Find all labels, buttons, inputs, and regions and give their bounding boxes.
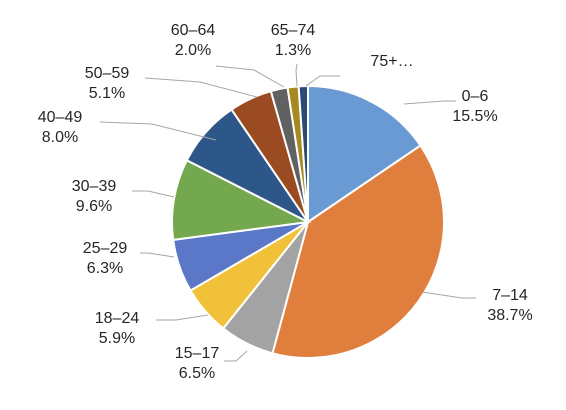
- slice-percent-label: 15.5%: [452, 108, 497, 125]
- slice-percent-label: 1.3%: [275, 42, 311, 59]
- slice-category-label: 15–17: [175, 345, 220, 362]
- slice-category-label: 60–64: [171, 22, 216, 39]
- slice-percent-label: 6.5%: [179, 365, 215, 382]
- slice-percent-label: 5.1%: [89, 85, 125, 102]
- slice-percent-label: 2.0%: [175, 42, 211, 59]
- slice-category-label: 0–6: [462, 88, 489, 105]
- slice-category-label: 7–14: [492, 287, 528, 304]
- leader-line-7-14: [421, 291, 476, 299]
- leader-lines: [99, 63, 476, 362]
- leader-line-60-64: [215, 65, 285, 88]
- leader-line-65-74: [295, 63, 298, 87]
- slice-category-label: 18–24: [95, 310, 140, 327]
- slice-percent-label: 6.3%: [87, 260, 123, 277]
- slice-category-label: 30–39: [72, 178, 117, 195]
- slice-percent-label: 8.0%: [42, 129, 78, 146]
- leader-line-15-17: [224, 350, 248, 362]
- slice-percent-label: 38.7%: [487, 307, 532, 324]
- leader-line-50-59: [144, 77, 258, 98]
- pie-slice-0-6: [307, 84, 422, 224]
- leader-line-30-39: [132, 190, 175, 198]
- pie-slice-30-39: [171, 158, 312, 242]
- pie-slice-75plus: [297, 84, 309, 223]
- slice-category-label: 25–29: [83, 240, 128, 257]
- pie-slice-7-14: [271, 144, 445, 359]
- leader-line-75plus: [305, 75, 340, 87]
- slice-category-label: 40–49: [38, 109, 83, 126]
- slice-category-label: 75+…: [370, 53, 413, 70]
- slice-category-label: 50–59: [85, 65, 130, 82]
- slice-percent-label: 9.6%: [76, 198, 112, 215]
- slice-category-label: 65–74: [271, 22, 316, 39]
- slice-labels: 0–6 15.5% 7–14 38.7% 15–17 6.5% 18–24 5.9% 25–29…: [38, 22, 533, 382]
- slice-percent-label: 5.9%: [99, 330, 135, 347]
- leader-line-25-29: [140, 252, 175, 258]
- leader-line-18-24: [156, 314, 209, 321]
- pie-slices: [171, 84, 445, 359]
- leader-line-40-49: [99, 121, 217, 141]
- leader-line-0-6: [403, 100, 456, 105]
